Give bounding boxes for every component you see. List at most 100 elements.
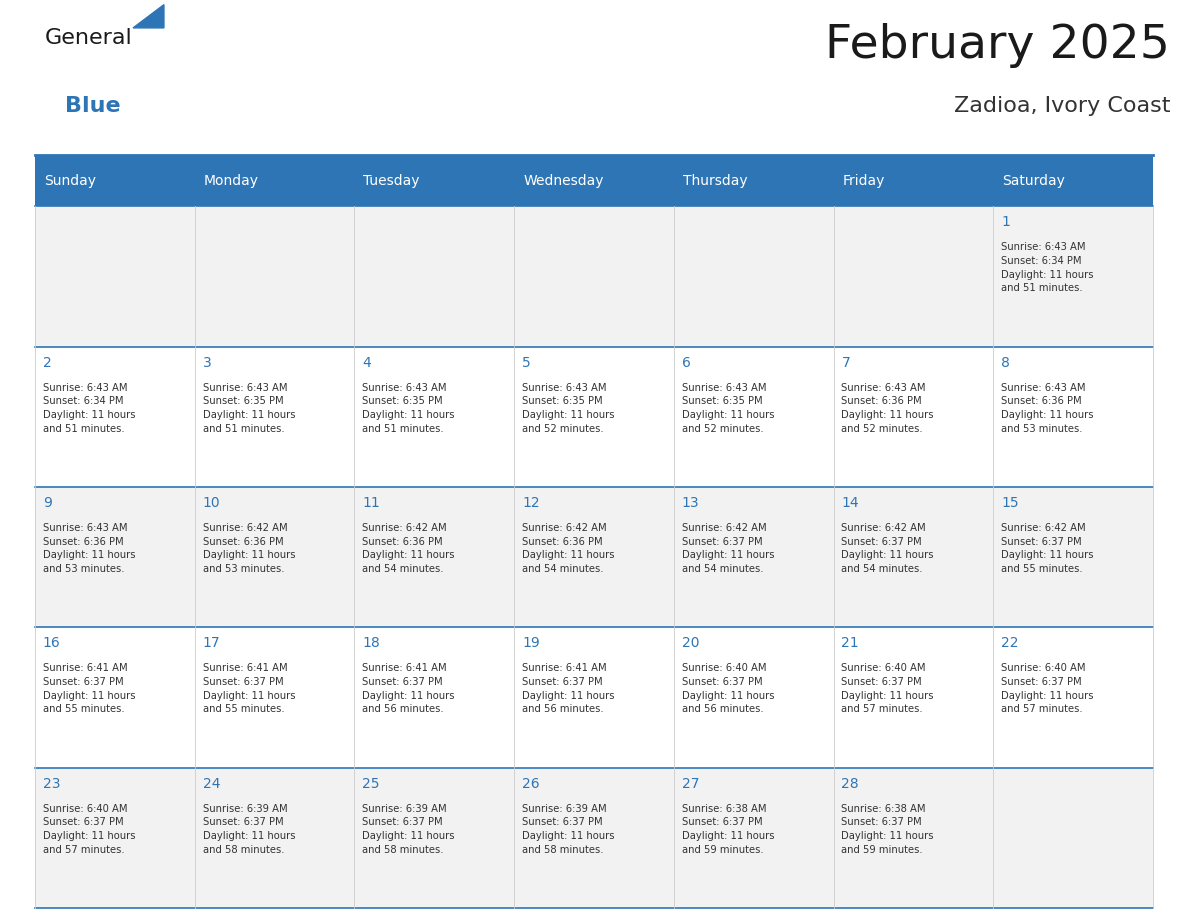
Bar — [34, 487, 195, 627]
Text: 21: 21 — [841, 636, 859, 650]
Bar — [34, 767, 195, 908]
Text: 6: 6 — [682, 355, 690, 370]
Bar — [195, 207, 354, 347]
Text: 15: 15 — [1001, 496, 1019, 510]
Text: Sunrise: 6:43 AM
Sunset: 6:36 PM
Daylight: 11 hours
and 53 minutes.: Sunrise: 6:43 AM Sunset: 6:36 PM Dayligh… — [43, 523, 135, 574]
Text: Sunrise: 6:43 AM
Sunset: 6:34 PM
Daylight: 11 hours
and 51 minutes.: Sunrise: 6:43 AM Sunset: 6:34 PM Dayligh… — [1001, 242, 1094, 293]
Text: 16: 16 — [43, 636, 61, 650]
Text: Tuesday: Tuesday — [364, 174, 419, 187]
Text: Sunrise: 6:43 AM
Sunset: 6:35 PM
Daylight: 11 hours
and 52 minutes.: Sunrise: 6:43 AM Sunset: 6:35 PM Dayligh… — [522, 383, 614, 433]
Text: Sunrise: 6:43 AM
Sunset: 6:36 PM
Daylight: 11 hours
and 52 minutes.: Sunrise: 6:43 AM Sunset: 6:36 PM Dayligh… — [841, 383, 934, 433]
Bar — [834, 347, 993, 487]
Text: Sunrise: 6:42 AM
Sunset: 6:37 PM
Daylight: 11 hours
and 54 minutes.: Sunrise: 6:42 AM Sunset: 6:37 PM Dayligh… — [841, 523, 934, 574]
Bar — [354, 627, 514, 767]
Bar — [195, 487, 354, 627]
Text: Sunrise: 6:38 AM
Sunset: 6:37 PM
Daylight: 11 hours
and 59 minutes.: Sunrise: 6:38 AM Sunset: 6:37 PM Dayligh… — [841, 804, 934, 855]
Text: Saturday: Saturday — [1003, 174, 1066, 187]
Text: 9: 9 — [43, 496, 52, 510]
Text: February 2025: February 2025 — [826, 23, 1170, 68]
Text: 7: 7 — [841, 355, 851, 370]
Text: 1: 1 — [1001, 215, 1010, 230]
Text: Sunrise: 6:43 AM
Sunset: 6:34 PM
Daylight: 11 hours
and 51 minutes.: Sunrise: 6:43 AM Sunset: 6:34 PM Dayligh… — [43, 383, 135, 433]
Text: 25: 25 — [362, 777, 380, 790]
Bar — [834, 767, 993, 908]
Text: Sunrise: 6:43 AM
Sunset: 6:35 PM
Daylight: 11 hours
and 51 minutes.: Sunrise: 6:43 AM Sunset: 6:35 PM Dayligh… — [202, 383, 295, 433]
Text: Thursday: Thursday — [683, 174, 747, 187]
Bar — [195, 347, 354, 487]
Text: Sunrise: 6:40 AM
Sunset: 6:37 PM
Daylight: 11 hours
and 57 minutes.: Sunrise: 6:40 AM Sunset: 6:37 PM Dayligh… — [1001, 664, 1094, 714]
Text: 4: 4 — [362, 355, 371, 370]
Text: Sunrise: 6:42 AM
Sunset: 6:36 PM
Daylight: 11 hours
and 54 minutes.: Sunrise: 6:42 AM Sunset: 6:36 PM Dayligh… — [362, 523, 455, 574]
Polygon shape — [133, 5, 164, 28]
Bar — [514, 155, 674, 207]
Bar — [514, 347, 674, 487]
Bar — [674, 155, 834, 207]
Text: Sunrise: 6:39 AM
Sunset: 6:37 PM
Daylight: 11 hours
and 58 minutes.: Sunrise: 6:39 AM Sunset: 6:37 PM Dayligh… — [362, 804, 455, 855]
Text: Sunrise: 6:43 AM
Sunset: 6:36 PM
Daylight: 11 hours
and 53 minutes.: Sunrise: 6:43 AM Sunset: 6:36 PM Dayligh… — [1001, 383, 1094, 433]
Text: 10: 10 — [202, 496, 220, 510]
Text: Blue: Blue — [65, 96, 121, 116]
Bar — [514, 207, 674, 347]
Text: 22: 22 — [1001, 636, 1018, 650]
Bar — [34, 207, 195, 347]
Bar — [834, 627, 993, 767]
Bar — [674, 487, 834, 627]
Text: 24: 24 — [202, 777, 220, 790]
Bar — [993, 207, 1154, 347]
Text: Sunrise: 6:40 AM
Sunset: 6:37 PM
Daylight: 11 hours
and 57 minutes.: Sunrise: 6:40 AM Sunset: 6:37 PM Dayligh… — [841, 664, 934, 714]
Bar — [834, 207, 993, 347]
Text: 26: 26 — [522, 777, 539, 790]
Text: 2: 2 — [43, 355, 51, 370]
Text: 8: 8 — [1001, 355, 1010, 370]
Text: 19: 19 — [522, 636, 539, 650]
Text: 28: 28 — [841, 777, 859, 790]
Bar — [514, 767, 674, 908]
Text: Sunrise: 6:41 AM
Sunset: 6:37 PM
Daylight: 11 hours
and 56 minutes.: Sunrise: 6:41 AM Sunset: 6:37 PM Dayligh… — [522, 664, 614, 714]
Text: Friday: Friday — [842, 174, 885, 187]
Bar — [993, 347, 1154, 487]
Bar — [354, 767, 514, 908]
Bar — [514, 627, 674, 767]
Bar — [674, 627, 834, 767]
Bar — [993, 767, 1154, 908]
Text: Sunrise: 6:41 AM
Sunset: 6:37 PM
Daylight: 11 hours
and 55 minutes.: Sunrise: 6:41 AM Sunset: 6:37 PM Dayligh… — [202, 664, 295, 714]
Text: 11: 11 — [362, 496, 380, 510]
Text: Sunrise: 6:38 AM
Sunset: 6:37 PM
Daylight: 11 hours
and 59 minutes.: Sunrise: 6:38 AM Sunset: 6:37 PM Dayligh… — [682, 804, 775, 855]
Text: Sunrise: 6:42 AM
Sunset: 6:36 PM
Daylight: 11 hours
and 54 minutes.: Sunrise: 6:42 AM Sunset: 6:36 PM Dayligh… — [522, 523, 614, 574]
Text: Sunrise: 6:40 AM
Sunset: 6:37 PM
Daylight: 11 hours
and 56 minutes.: Sunrise: 6:40 AM Sunset: 6:37 PM Dayligh… — [682, 664, 775, 714]
Bar — [195, 155, 354, 207]
Text: 27: 27 — [682, 777, 700, 790]
Text: Sunrise: 6:39 AM
Sunset: 6:37 PM
Daylight: 11 hours
and 58 minutes.: Sunrise: 6:39 AM Sunset: 6:37 PM Dayligh… — [202, 804, 295, 855]
Text: 3: 3 — [202, 355, 211, 370]
Bar — [834, 487, 993, 627]
Bar — [674, 207, 834, 347]
Bar — [354, 487, 514, 627]
Text: Zadioa, Ivory Coast: Zadioa, Ivory Coast — [954, 96, 1170, 116]
Text: Sunrise: 6:43 AM
Sunset: 6:35 PM
Daylight: 11 hours
and 52 minutes.: Sunrise: 6:43 AM Sunset: 6:35 PM Dayligh… — [682, 383, 775, 433]
Text: Sunrise: 6:41 AM
Sunset: 6:37 PM
Daylight: 11 hours
and 56 minutes.: Sunrise: 6:41 AM Sunset: 6:37 PM Dayligh… — [362, 664, 455, 714]
Bar — [993, 155, 1154, 207]
Text: Sunrise: 6:40 AM
Sunset: 6:37 PM
Daylight: 11 hours
and 57 minutes.: Sunrise: 6:40 AM Sunset: 6:37 PM Dayligh… — [43, 804, 135, 855]
Text: 13: 13 — [682, 496, 700, 510]
Text: Monday: Monday — [203, 174, 259, 187]
Text: 17: 17 — [202, 636, 220, 650]
Bar — [195, 627, 354, 767]
Bar — [674, 767, 834, 908]
Bar — [993, 627, 1154, 767]
Bar — [34, 155, 195, 207]
Text: Sunrise: 6:39 AM
Sunset: 6:37 PM
Daylight: 11 hours
and 58 minutes.: Sunrise: 6:39 AM Sunset: 6:37 PM Dayligh… — [522, 804, 614, 855]
Bar — [674, 347, 834, 487]
Bar — [354, 155, 514, 207]
Text: Sunrise: 6:43 AM
Sunset: 6:35 PM
Daylight: 11 hours
and 51 minutes.: Sunrise: 6:43 AM Sunset: 6:35 PM Dayligh… — [362, 383, 455, 433]
Text: Sunrise: 6:42 AM
Sunset: 6:37 PM
Daylight: 11 hours
and 54 minutes.: Sunrise: 6:42 AM Sunset: 6:37 PM Dayligh… — [682, 523, 775, 574]
Bar — [514, 487, 674, 627]
Text: Sunrise: 6:42 AM
Sunset: 6:36 PM
Daylight: 11 hours
and 53 minutes.: Sunrise: 6:42 AM Sunset: 6:36 PM Dayligh… — [202, 523, 295, 574]
Bar — [34, 347, 195, 487]
Text: Sunday: Sunday — [44, 174, 96, 187]
Text: General: General — [45, 28, 133, 48]
Bar — [354, 347, 514, 487]
Bar — [195, 767, 354, 908]
Text: 14: 14 — [841, 496, 859, 510]
Text: Sunrise: 6:41 AM
Sunset: 6:37 PM
Daylight: 11 hours
and 55 minutes.: Sunrise: 6:41 AM Sunset: 6:37 PM Dayligh… — [43, 664, 135, 714]
Bar — [993, 487, 1154, 627]
